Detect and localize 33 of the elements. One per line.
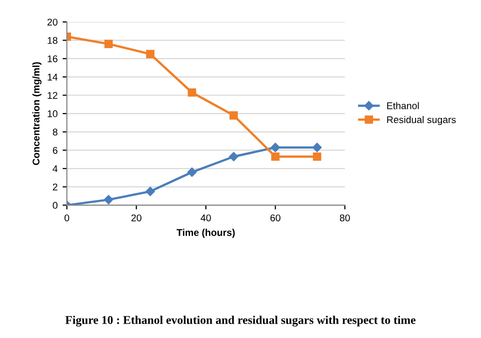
y-tick-label: 10 (48, 110, 58, 118)
point (187, 168, 197, 177)
y-tick-label: 6 (52, 146, 58, 154)
x-tick-label: 40 (200, 214, 211, 222)
legend-label: Residual sugars (387, 116, 456, 126)
y-tick-label: 18 (48, 37, 58, 44)
y-tick-label: 8 (52, 128, 58, 136)
y-tick-label: 0 (52, 202, 58, 209)
point (104, 40, 113, 48)
point (230, 111, 238, 120)
point (229, 152, 238, 162)
x-tick-label: 20 (131, 214, 142, 222)
point (270, 142, 280, 152)
point (188, 88, 196, 97)
point (312, 152, 322, 161)
y-tick-label: 14 (48, 74, 58, 80)
point (312, 142, 322, 152)
x-tick-label: 60 (270, 214, 280, 222)
point (271, 152, 280, 161)
legend-label: Ethanol (387, 102, 419, 110)
y-tick-label: 2 (52, 184, 58, 190)
caption: Figure 10 : Ethanol evolution and residual sugars with respect to time (65, 316, 416, 326)
y-tick-label: 4 (52, 165, 58, 172)
y-axis-title: Concentration (mg/ml) (32, 62, 42, 166)
x-tick-label: 80 (340, 214, 350, 222)
y-tick-label: 20 (48, 18, 58, 26)
x-axis-title: Time (hours) (176, 228, 235, 238)
point (104, 195, 114, 204)
y-tick-label: 16 (48, 55, 58, 62)
y-tick-label: 12 (48, 92, 58, 99)
x-tick-label: 0 (64, 214, 70, 222)
point (146, 186, 155, 196)
point (146, 50, 154, 58)
